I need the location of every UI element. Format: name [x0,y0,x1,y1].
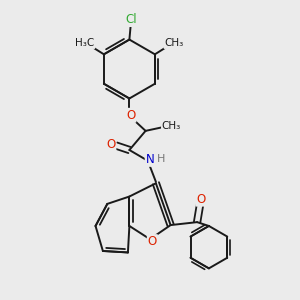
Text: H₃C: H₃C [75,38,94,48]
Text: CH₃: CH₃ [164,38,184,48]
Text: Cl: Cl [125,13,137,26]
Text: O: O [126,109,136,122]
Text: N: N [146,153,154,166]
Text: O: O [106,138,116,151]
Text: O: O [196,193,206,206]
Text: H: H [157,154,165,164]
Text: O: O [148,235,157,248]
Text: CH₃: CH₃ [162,121,181,130]
